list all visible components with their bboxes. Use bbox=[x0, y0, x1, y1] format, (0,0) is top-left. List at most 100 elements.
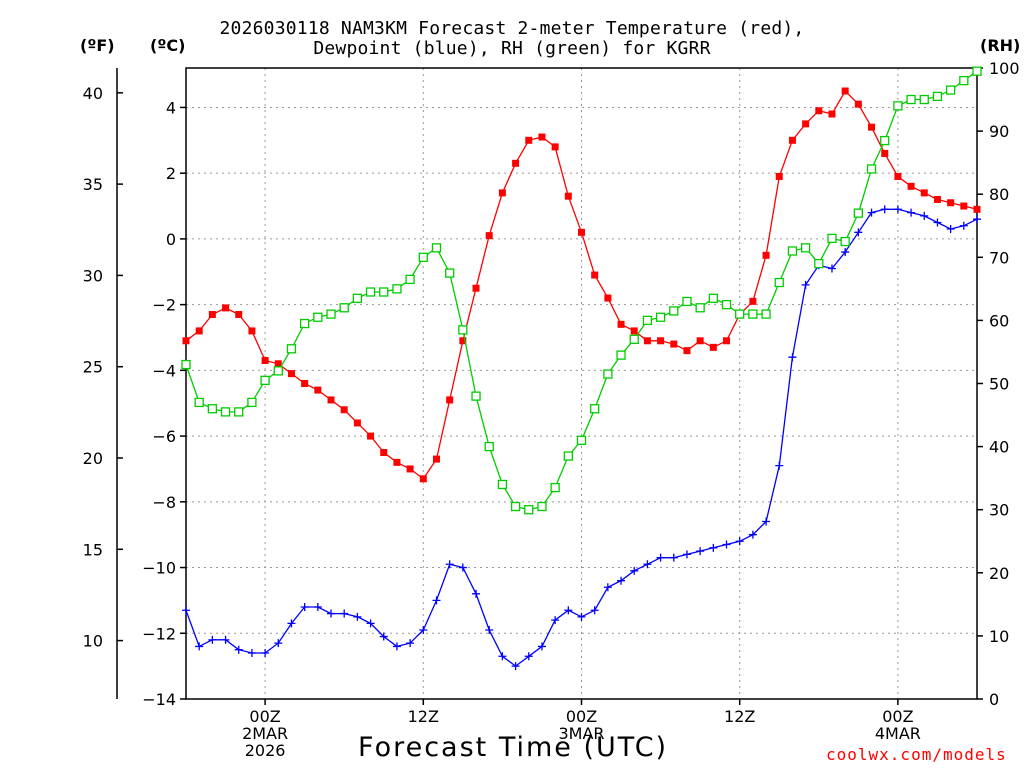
rh-point bbox=[365, 287, 376, 297]
dewpoint-point bbox=[274, 639, 283, 648]
rh-point bbox=[563, 451, 573, 461]
dewpoint-point bbox=[498, 652, 507, 661]
2-meter-temperature-point bbox=[762, 251, 770, 259]
dewpoint-point bbox=[775, 461, 784, 470]
dewpoint-point bbox=[445, 560, 454, 569]
2-meter-temperature-point bbox=[564, 192, 572, 200]
rh-point bbox=[827, 233, 837, 244]
dewpoint-point bbox=[340, 609, 349, 618]
x-tick-label: 12Z bbox=[408, 707, 439, 726]
dewpoint-point bbox=[709, 543, 718, 552]
2-meter-temperature-point bbox=[815, 107, 823, 115]
rh-point bbox=[524, 505, 534, 515]
2-meter-temperature-point bbox=[591, 271, 599, 279]
2-meter-temperature-point bbox=[512, 159, 520, 167]
rh-point bbox=[379, 287, 389, 297]
celsius-axis-unit: (ºC) bbox=[150, 36, 186, 55]
2-meter-temperature-point bbox=[881, 149, 889, 157]
dewpoint-point bbox=[603, 583, 612, 592]
rh-point bbox=[590, 404, 600, 414]
rh-point bbox=[669, 306, 679, 316]
rh-point bbox=[497, 479, 508, 490]
rh-point bbox=[853, 208, 863, 218]
dewpoint-point bbox=[221, 635, 230, 644]
dewpoint-point bbox=[933, 218, 942, 227]
dewpoint-point bbox=[287, 619, 296, 628]
rh-tick-label: 20 bbox=[989, 564, 1009, 583]
2-meter-temperature-point bbox=[235, 310, 243, 318]
rh-point bbox=[326, 309, 336, 319]
rh-tick-label: 80 bbox=[989, 185, 1009, 204]
chart-title-line1: 2026030118 NAM3KM Forecast 2-meter Tempe… bbox=[219, 18, 805, 39]
2-meter-temperature-point bbox=[472, 284, 480, 292]
rh-point bbox=[840, 236, 850, 247]
dewpoint-point bbox=[353, 612, 362, 621]
celsius-tick-label: −12 bbox=[142, 624, 176, 643]
dewpoint-point bbox=[643, 560, 652, 569]
2-meter-temperature-point bbox=[538, 133, 546, 141]
rh-point bbox=[458, 325, 468, 335]
2-meter-temperature-point bbox=[868, 123, 876, 131]
2-meter-temperature-point bbox=[446, 396, 454, 404]
2-meter-temperature-point bbox=[617, 320, 625, 328]
dewpoint-point bbox=[392, 642, 401, 651]
2-meter-temperature-point bbox=[960, 202, 968, 210]
2-meter-temperature-point bbox=[841, 87, 849, 95]
rh-point bbox=[247, 397, 257, 408]
2-meter-temperature-point bbox=[894, 172, 902, 180]
dewpoint-point bbox=[234, 645, 243, 654]
fahrenheit-tick-label: 25 bbox=[83, 358, 103, 377]
x-tick-label: 3MAR bbox=[558, 724, 604, 743]
rh-point bbox=[642, 315, 653, 326]
dewpoint-point bbox=[458, 563, 467, 572]
dewpoint-point bbox=[366, 619, 375, 628]
rh-point bbox=[761, 309, 771, 319]
celsius-tick-label: −2 bbox=[152, 296, 176, 315]
2-meter-temperature-point bbox=[630, 327, 638, 335]
rh-point bbox=[576, 435, 587, 445]
x-tick-label: 4MAR bbox=[875, 724, 921, 743]
2-meter-temperature-point bbox=[920, 189, 928, 197]
rh-point bbox=[339, 303, 349, 313]
rh-point bbox=[392, 284, 402, 294]
series-layer bbox=[181, 66, 982, 671]
rh-point bbox=[906, 94, 916, 105]
2-meter-temperature-point bbox=[301, 380, 309, 387]
plot-axes: 420−2−4−6−8−10−12−1440353025201510100908… bbox=[83, 59, 1020, 760]
2-meter-temperature-point bbox=[498, 189, 506, 197]
chart-title-line2: Dewpoint (blue), RH (green) for KGRR bbox=[313, 38, 711, 59]
fahrenheit-tick-label: 40 bbox=[83, 84, 103, 103]
rh-point bbox=[655, 312, 666, 322]
rh-point bbox=[972, 66, 982, 76]
rh-point bbox=[286, 344, 297, 354]
rh-point bbox=[510, 501, 521, 512]
celsius-tick-label: 0 bbox=[166, 230, 176, 249]
credit-text: coolwx.com/models bbox=[826, 745, 1007, 764]
rh-point bbox=[695, 303, 705, 313]
dewpoint-point bbox=[656, 553, 665, 562]
celsius-tick-label: −4 bbox=[152, 361, 176, 380]
rh-point bbox=[194, 397, 204, 408]
rh-point bbox=[893, 101, 903, 111]
rh-point bbox=[537, 501, 547, 512]
rh-tick-label: 50 bbox=[989, 375, 1009, 394]
x-tick-label: 00Z bbox=[566, 707, 597, 726]
rh-point bbox=[629, 334, 639, 344]
rh-point bbox=[682, 296, 692, 307]
2-meter-temperature-point bbox=[643, 337, 651, 345]
dewpoint-point bbox=[617, 576, 626, 585]
dewpoint-point bbox=[313, 602, 322, 611]
2-meter-temperature-point bbox=[274, 360, 282, 368]
dewpoint-point bbox=[801, 280, 810, 289]
rh-point bbox=[919, 94, 929, 105]
dewpoint-point bbox=[300, 602, 309, 611]
dewpoint-point bbox=[669, 553, 678, 562]
rh-tick-label: 0 bbox=[989, 690, 999, 709]
2-meter-temperature-point bbox=[393, 458, 401, 466]
rh-tick-label: 60 bbox=[989, 311, 1009, 330]
dewpoint-point bbox=[893, 205, 902, 214]
rh-point bbox=[418, 252, 428, 262]
dewpoint-point bbox=[537, 642, 546, 651]
2-meter-temperature-point bbox=[525, 136, 533, 144]
